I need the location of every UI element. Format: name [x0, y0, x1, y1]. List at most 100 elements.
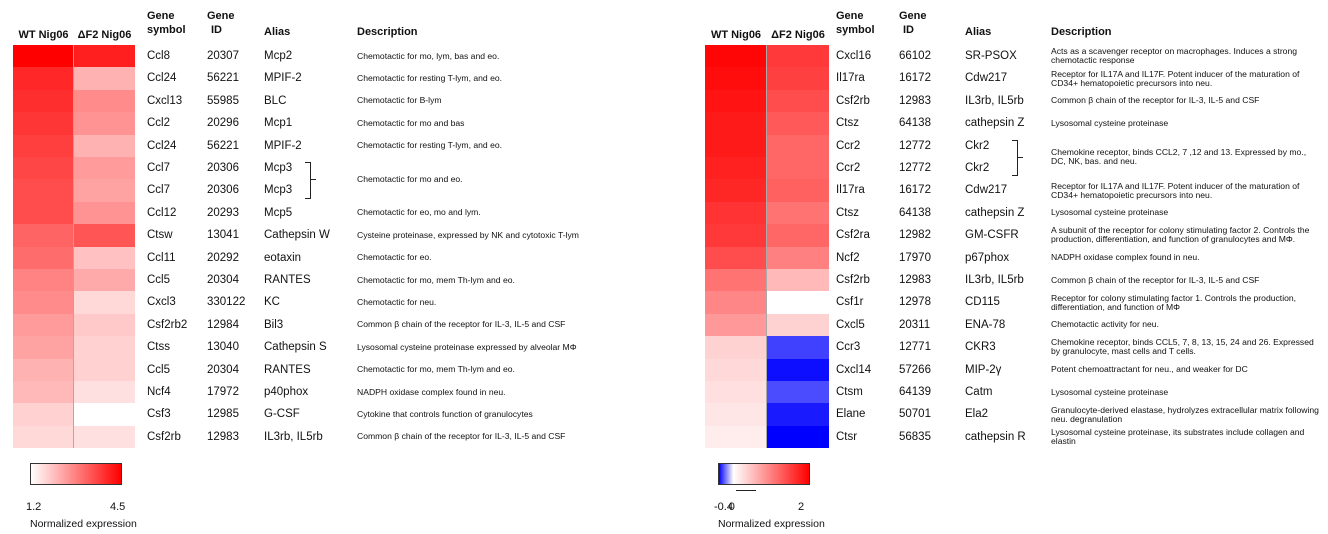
gene-alias: Ckr2 — [965, 139, 990, 152]
gene-symbol: Ctss — [147, 341, 170, 354]
heatmap-cell-df2 — [74, 269, 135, 292]
gene-description-text: Common β chain of the receptor for IL-3,… — [357, 431, 566, 442]
heatmap-cell-df2 — [74, 425, 135, 449]
heatmap-cell-wt — [13, 157, 74, 180]
heatmap-cell-df2 — [74, 336, 135, 359]
heatmap-cell-wt — [705, 89, 767, 113]
group-bracket-tick — [1017, 157, 1023, 158]
gene-id: 20296 — [207, 117, 239, 130]
gene-alias: p40phox — [264, 386, 309, 398]
gene-description-text: NADPH oxidase complex found in neu. — [357, 386, 506, 397]
gene-symbol: Ccl24 — [147, 139, 177, 152]
gene-description: Chemotactic for resting T-lym, and eo. — [357, 135, 657, 157]
gene-alias: Mcp5 — [264, 206, 293, 219]
gene-description: Lysosomal cysteine proteinase, its subst… — [1051, 426, 1323, 448]
gene-description: Lysosomal cysteine proteinase expressed … — [357, 336, 657, 358]
heatmap-cell-wt — [13, 224, 74, 247]
gene-alias: MIP-2γ — [965, 363, 1002, 376]
gene-description-text: Acts as a scavenger receptor on macropha… — [1051, 46, 1298, 66]
gene-id: 20307 — [207, 50, 239, 62]
gene-description: Common β chain of the receptor for IL-3,… — [357, 314, 657, 336]
gene-description-text: Cysteine proteinase, expressed by NK and… — [357, 229, 579, 240]
gene-alias: Mcp3 — [264, 184, 293, 197]
gene-id: 20304 — [207, 274, 239, 286]
legend-title: Normalized expression — [30, 518, 137, 530]
gene-description: Potent chemoattractant for neu., and wea… — [1051, 359, 1323, 381]
gene-alias: cathepsin R — [965, 430, 1026, 443]
gene-alias: Bil3 — [264, 318, 284, 331]
gene-description: Chemotactic for mo, mem Th-lym and eo. — [357, 269, 657, 291]
gene-description-text: Common β chain of the receptor for IL-3,… — [1051, 95, 1260, 106]
heatmap-cell-df2 — [74, 291, 135, 314]
header-gene-symbol-1: Gene — [836, 10, 864, 22]
gene-id: 12772 — [899, 162, 931, 174]
gene-description: Chemotactic for eo. — [357, 247, 657, 269]
gene-alias: GM-CSFR — [965, 229, 1019, 242]
gene-id: 66102 — [899, 50, 931, 62]
heatmap-cell-wt — [705, 246, 767, 269]
gene-description-text: Chemotactic for mo, mem Th-lym and eo. — [357, 274, 515, 285]
heatmap-cell-df2 — [767, 313, 829, 337]
gene-id: 12983 — [899, 94, 931, 107]
gene-description-text: Chemotactic for resting T-lym, and eo. — [357, 140, 503, 151]
heatmap-cell-wt — [13, 336, 74, 359]
gene-description-text: Lysosomal cysteine proteinase expressed … — [357, 341, 577, 352]
gene-id: 330122 — [207, 296, 246, 309]
legend-max-label: 4.5 — [110, 501, 126, 513]
gene-description-text: Common β chain of the receptor for IL-3,… — [1051, 274, 1260, 285]
gene-id: 20292 — [207, 251, 239, 264]
gene-symbol: Csf2rb — [836, 94, 870, 107]
gene-description-text: Lysosomal cysteine proteinase — [1051, 386, 1169, 397]
heatmap-cell-wt — [13, 313, 74, 337]
gene-symbol: Cxcl14 — [836, 363, 872, 376]
legend-min-label: 1.2 — [26, 501, 42, 513]
heatmap-cell-wt — [13, 358, 74, 381]
gene-symbol: Cxcl16 — [836, 50, 872, 62]
gene-alias: KC — [264, 296, 280, 309]
group-bracket-tick — [310, 179, 316, 181]
gene-description: Common β chain of the receptor for IL-3,… — [1051, 90, 1323, 112]
heatmap-cell-df2 — [767, 224, 829, 247]
gene-alias: cathepsin Z — [965, 117, 1025, 130]
gene-id: 56221 — [207, 139, 239, 152]
gene-symbol: Ctsm — [836, 386, 863, 398]
gene-description: NADPH oxidase complex found in neu. — [357, 381, 657, 403]
gene-id: 64139 — [899, 386, 931, 398]
heatmap-cell-wt — [13, 291, 74, 314]
gene-id: 56221 — [207, 72, 239, 85]
heatmap-cell-wt — [13, 201, 74, 225]
heatmap-cell-df2 — [767, 45, 829, 68]
gene-description: Receptor for IL17A and IL17F. Potent ind… — [1051, 67, 1323, 89]
gene-symbol: Csf2rb2 — [147, 318, 188, 331]
gene-description: Granulocyte-derived elastase, hydrolyzes… — [1051, 403, 1323, 425]
heatmap-cell-wt — [13, 134, 74, 157]
gene-alias: CKR3 — [965, 341, 996, 354]
header-wt: WT Nig06 — [18, 29, 69, 41]
gene-id: 20304 — [207, 363, 239, 376]
gene-symbol: Csf2rb — [836, 274, 870, 286]
heatmap-cell-df2 — [767, 134, 829, 157]
heatmap-cell-wt — [705, 381, 767, 404]
gene-symbol: Ccr3 — [836, 341, 861, 354]
legend-title: Normalized expression — [718, 518, 825, 530]
group-bracket — [305, 162, 311, 199]
gene-id: 16172 — [899, 72, 931, 85]
heatmap-cell-wt — [705, 112, 767, 135]
heatmap-cell-df2 — [767, 381, 829, 404]
gene-description-text: Chemotactic for B-lym — [357, 95, 442, 106]
gene-alias: CD115 — [965, 296, 1000, 309]
legend-zero-tick — [736, 490, 756, 491]
heatmap-cell-df2 — [767, 157, 829, 180]
heatmap-cell-df2 — [767, 425, 829, 449]
header-df2: ΔF2 Nig06 — [771, 29, 825, 41]
heatmap-cell-wt — [13, 246, 74, 269]
gene-symbol: Ccr2 — [836, 139, 861, 152]
heatmap-cell-wt — [705, 45, 767, 68]
gene-id: 50701 — [899, 408, 931, 421]
gene-description-text: Chemotactic for eo. — [357, 252, 432, 263]
heatmap-cell-wt — [705, 403, 767, 426]
gene-id: 12772 — [899, 139, 931, 152]
gene-symbol: Ctsz — [836, 117, 859, 130]
header-df2: ΔF2 Nig06 — [77, 29, 132, 41]
heatmap-cell-df2 — [74, 313, 135, 337]
